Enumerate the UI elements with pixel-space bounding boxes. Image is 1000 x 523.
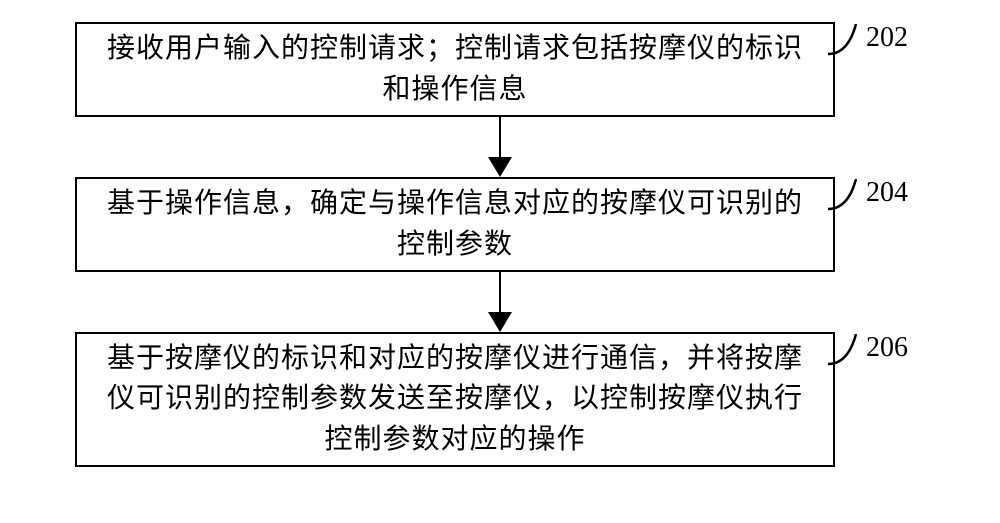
step-label-2: 204 xyxy=(866,177,908,209)
flowchart-container: 接收用户输入的控制请求；控制请求包括按摩仪的标识和操作信息 202 基于操作信息… xyxy=(75,22,925,467)
step-text-1: 接收用户输入的控制请求；控制请求包括按摩仪的标识和操作信息 xyxy=(107,29,803,110)
step-label-3: 206 xyxy=(866,332,908,364)
step-box-3: 基于按摩仪的标识和对应的按摩仪进行通信，并将按摩仪可识别的控制参数发送至按摩仪，… xyxy=(75,332,835,467)
arrow-1 xyxy=(75,117,925,177)
arrow-line-1 xyxy=(499,117,502,161)
step-box-2: 基于操作信息，确定与操作信息对应的按摩仪可识别的控制参数 204 xyxy=(75,177,835,272)
label-curve-3 xyxy=(828,334,868,369)
step-box-1: 接收用户输入的控制请求；控制请求包括按摩仪的标识和操作信息 202 xyxy=(75,22,835,117)
arrow-head-2 xyxy=(488,312,512,332)
label-curve-2 xyxy=(828,179,868,214)
arrow-line-2 xyxy=(499,272,502,316)
step-text-3: 基于按摩仪的标识和对应的按摩仪进行通信，并将按摩仪可识别的控制参数发送至按摩仪，… xyxy=(107,339,803,461)
arrow-head-1 xyxy=(488,157,512,177)
arrow-2 xyxy=(75,272,925,332)
step-label-1: 202 xyxy=(866,22,908,54)
label-curve-1 xyxy=(828,24,868,59)
step-text-2: 基于操作信息，确定与操作信息对应的按摩仪可识别的控制参数 xyxy=(107,184,803,265)
